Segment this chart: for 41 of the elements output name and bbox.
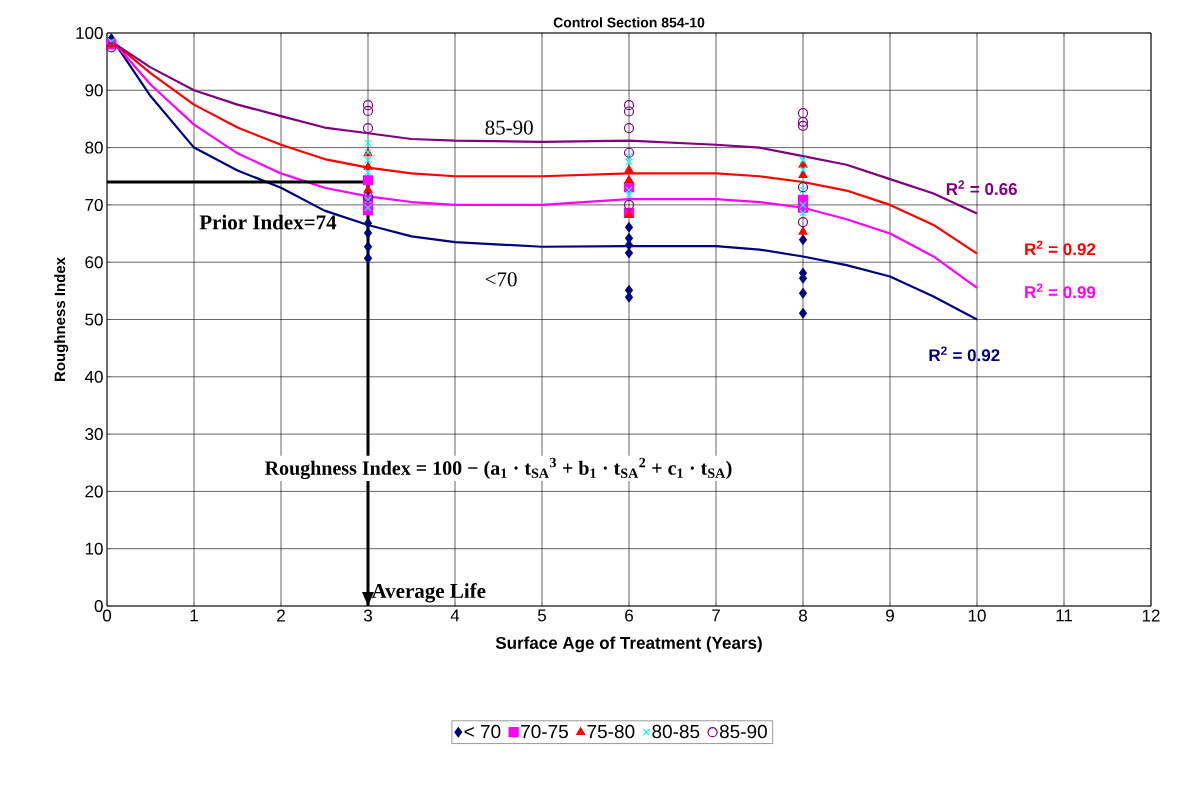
annotation: 85-90 [485, 120, 533, 135]
x-tick-label: 5 [537, 609, 547, 622]
annotation: <70 [485, 272, 517, 287]
x-tick-label: 12 [1142, 609, 1160, 622]
legend-label: < 70 [464, 724, 501, 739]
x-tick-label: 8 [799, 609, 807, 622]
y-tick-label: 10 [85, 542, 103, 555]
x-tick-label: 6 [625, 609, 633, 622]
x-tick-label: 11 [1056, 609, 1072, 622]
x-tick-label: 7 [712, 609, 720, 622]
annotation: R$^{2}$ = 0.92 [1025, 240, 1096, 256]
x-tick-label: 0 [102, 609, 112, 622]
y-tick-label: 60 [85, 256, 103, 269]
y-tick-label: 30 [85, 428, 103, 441]
y-tick-label: 80 [85, 141, 103, 154]
legend-label: 80-85 [652, 724, 700, 739]
y-tick-label: 20 [85, 485, 103, 498]
x-tick-label: 9 [886, 609, 894, 622]
chart-title: Control Section 854-10 [553, 17, 705, 28]
annotation: R$^{2}$ = 0.92 [929, 346, 1000, 362]
annotation: R$^{2}$ = 0.99 [1025, 283, 1096, 299]
x-tick-label: 2 [277, 609, 285, 622]
text: Roughness Index = 100 − (a$_{1}$ · t$_{SA}$$^{3}$ + b$_{1}$ · t$_{SA}$$^{2}$ + c$_{1}$ · t$_{SA}$) [264, 457, 732, 480]
legend-label: 75-80 [587, 724, 635, 739]
y-tick-label: 90 [85, 84, 103, 97]
y-tick-label: 70 [85, 198, 103, 211]
y-tick-label: 100 [76, 26, 103, 40]
legend-label: 70-75 [521, 724, 568, 739]
x-tick-label: 4 [450, 609, 460, 622]
y-tick-label: 40 [84, 370, 103, 383]
annotation: Average Life [371, 583, 486, 603]
y-tick-label: 50 [85, 313, 103, 326]
x-axis-title: Surface Age of Treatment (Years) [495, 636, 762, 653]
x-tick-label: 1 [190, 609, 198, 622]
annotation: R$^{2}$ = 0.66 [946, 180, 1017, 196]
annotation: Prior Index=74 [199, 214, 337, 230]
y-tick-label: 0 [94, 599, 103, 613]
x-tick-label: 10 [968, 609, 986, 622]
x-tick-label: 3 [363, 609, 372, 622]
legend-label: 85-90 [719, 724, 767, 739]
y-axis-title: Roughness Index [54, 257, 69, 381]
